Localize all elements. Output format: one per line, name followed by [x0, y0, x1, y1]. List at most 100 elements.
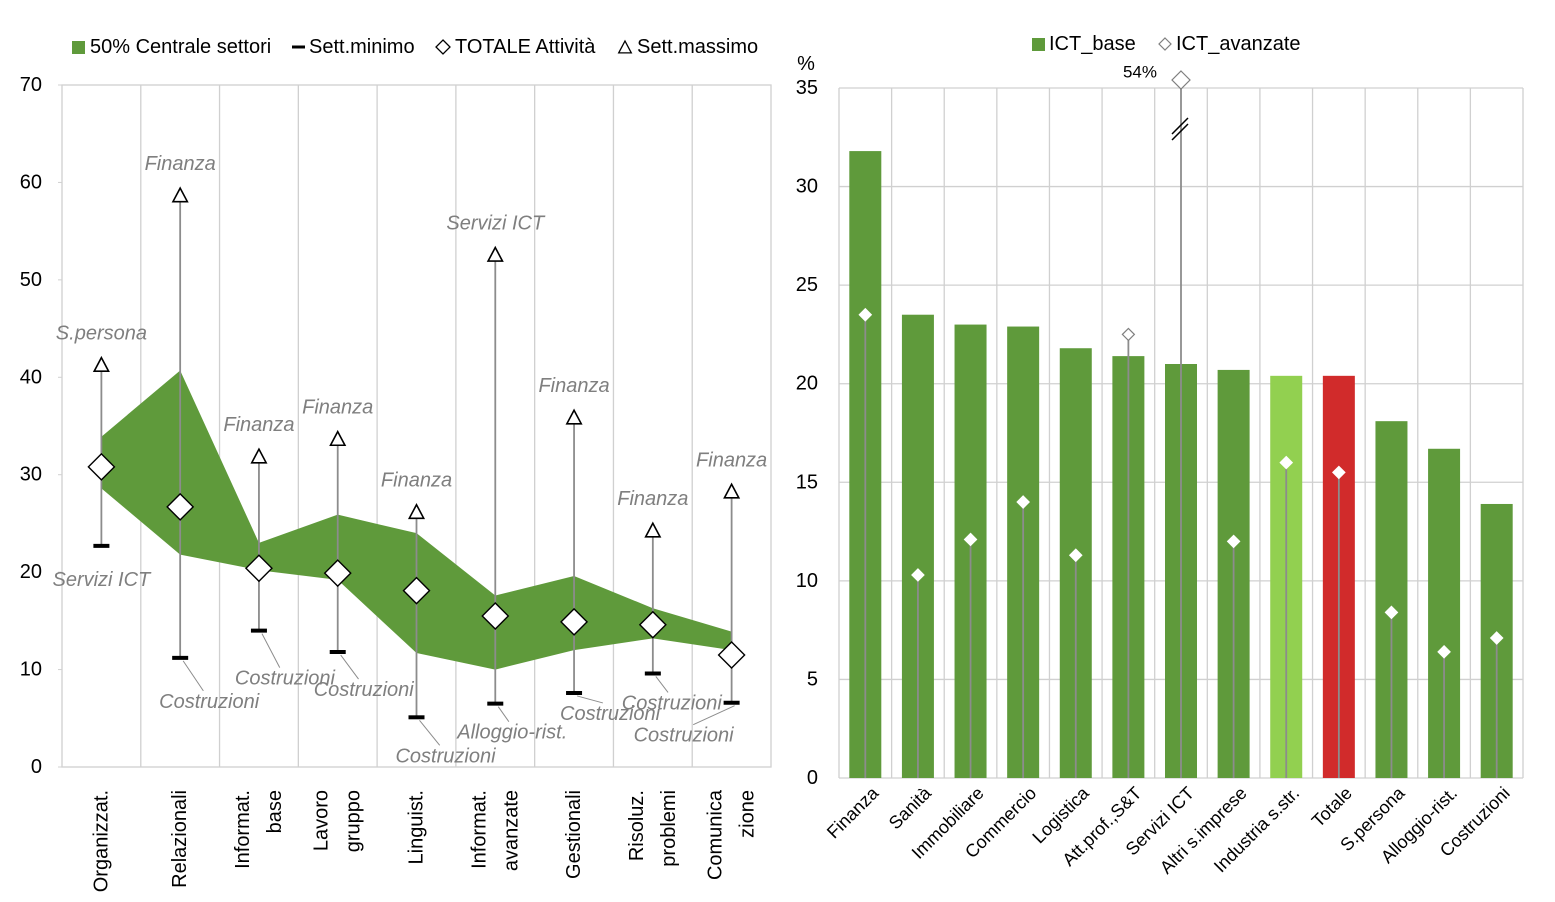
- y-tick-label: 60: [20, 171, 42, 193]
- x-tick-label: Organizzat.: [90, 790, 112, 892]
- max-label: Finanza: [381, 470, 452, 492]
- y-tick-label: 40: [20, 366, 42, 388]
- x-tick-label: Risoluz. problemi: [626, 790, 680, 872]
- legend-label: Sett.minimo: [309, 36, 415, 58]
- y-tick-label: 30: [796, 176, 818, 198]
- min-label: Alloggio-rist.: [456, 722, 567, 744]
- max-marker: [644, 521, 662, 538]
- leader-line: [182, 660, 204, 692]
- leader-line: [497, 706, 510, 722]
- min-label: Costruzioni: [159, 691, 260, 713]
- max-label: Finanza: [538, 375, 609, 397]
- y-tick-label: 35: [796, 77, 818, 99]
- x-tick-label: Comunica zione: [705, 789, 759, 880]
- legend-label: ICT_avanzate: [1176, 33, 1301, 55]
- total-marker: [244, 554, 273, 583]
- y-tick-label: 50: [20, 269, 42, 291]
- legend-label: ICT_base: [1049, 33, 1136, 55]
- ict-avanzate-marker: [963, 532, 978, 547]
- ict-avanzate-marker: [1121, 327, 1136, 342]
- min-label: Costruzioni: [314, 679, 415, 701]
- y-tick-label: 20: [796, 373, 818, 395]
- leader-line: [261, 633, 281, 668]
- axis-break: [1171, 123, 1189, 141]
- y-tick-label: 10: [20, 659, 42, 681]
- min-label: Servizi ICT: [52, 569, 152, 591]
- legend-label: 50% Centrale settori: [90, 36, 271, 58]
- ict-avanzate-marker: [1489, 631, 1504, 645]
- max-label: Finanza: [223, 414, 294, 436]
- y-tick-label: 5: [807, 668, 818, 690]
- total-marker: [717, 640, 746, 669]
- ict-avanzate-marker: [1279, 455, 1294, 470]
- min-label: Costruzioni: [560, 703, 661, 725]
- total-marker: [481, 601, 510, 630]
- ict-avanzate-marker: [1384, 605, 1399, 620]
- legend-swatch: [72, 41, 85, 54]
- legend-label: Sett.massimo: [637, 36, 758, 58]
- x-tick-label: Gestionali: [563, 790, 585, 879]
- leader-line: [576, 695, 603, 704]
- x-tick-label: Informat. avanzate: [468, 790, 522, 877]
- y-tick-label: 0: [807, 767, 818, 789]
- x-tick-label: Totale: [1308, 783, 1356, 831]
- ict-avanzate-marker: [911, 568, 925, 582]
- legend-label: TOTALE Attività: [455, 36, 596, 58]
- max-marker: [407, 503, 426, 520]
- total-marker: [166, 492, 195, 521]
- legend-swatch: [1158, 37, 1172, 51]
- max-marker: [565, 408, 583, 425]
- y-tick-label: 70: [20, 74, 42, 96]
- ict-avanzate-marker: [1016, 495, 1031, 509]
- min-label: Costruzioni: [395, 745, 496, 767]
- x-tick-label: Informat. base: [232, 790, 286, 869]
- max-marker: [723, 482, 741, 499]
- x-tick-label: Relazionali: [169, 790, 191, 888]
- ict-avanzate-marker: [858, 307, 873, 322]
- max-marker: [250, 447, 268, 464]
- max-label: Servizi ICT: [446, 213, 546, 235]
- value-label: 54%: [1123, 63, 1157, 82]
- total-marker: [402, 576, 431, 605]
- y-tick-label: 25: [796, 274, 818, 296]
- leader-line: [419, 719, 441, 746]
- min-label: Costruzioni: [634, 725, 735, 747]
- y-tick-label: 15: [796, 471, 818, 493]
- y-tick-label: 10: [796, 570, 818, 592]
- total-marker: [560, 607, 589, 636]
- max-label: S.persona: [56, 323, 147, 345]
- y-axis-label: %: [797, 53, 815, 75]
- x-tick-label: Sanità: [885, 782, 936, 833]
- ict-avanzate-marker: [1437, 644, 1451, 659]
- min-label: Costruzioni: [235, 668, 336, 690]
- x-tick-label: Lavoro gruppo: [311, 790, 365, 858]
- max-marker: [486, 245, 504, 262]
- max-label: Finanza: [302, 397, 373, 419]
- total-marker: [87, 452, 116, 481]
- y-tick-label: 30: [20, 464, 42, 486]
- max-label: Finanza: [696, 449, 767, 471]
- max-label: Finanza: [145, 153, 216, 175]
- legend-swatch: [435, 39, 451, 55]
- ict-avanzate-marker: [1068, 548, 1083, 563]
- total-marker: [323, 559, 352, 588]
- leader-line: [693, 705, 735, 726]
- total-marker: [638, 610, 667, 639]
- ict-avanzate-marker: [1226, 534, 1241, 549]
- leader-line: [340, 654, 359, 680]
- x-tick-label: Finanza: [823, 782, 883, 842]
- y-tick-label: 20: [20, 561, 42, 583]
- ict-avanzate-marker: [1171, 70, 1191, 90]
- max-label: Finanza: [617, 488, 688, 510]
- leader-line: [655, 676, 669, 693]
- legend-swatch: [617, 39, 633, 54]
- max-marker: [171, 186, 189, 203]
- x-tick-label: Linguist.: [406, 790, 428, 865]
- min-label: Costruzioni: [622, 692, 723, 714]
- legend-swatch: [1032, 38, 1045, 51]
- max-marker: [329, 429, 347, 447]
- ict-avanzate-marker: [1331, 465, 1346, 480]
- y-tick-label: 0: [31, 756, 42, 778]
- axis-break: [1171, 117, 1189, 135]
- max-marker: [92, 355, 110, 372]
